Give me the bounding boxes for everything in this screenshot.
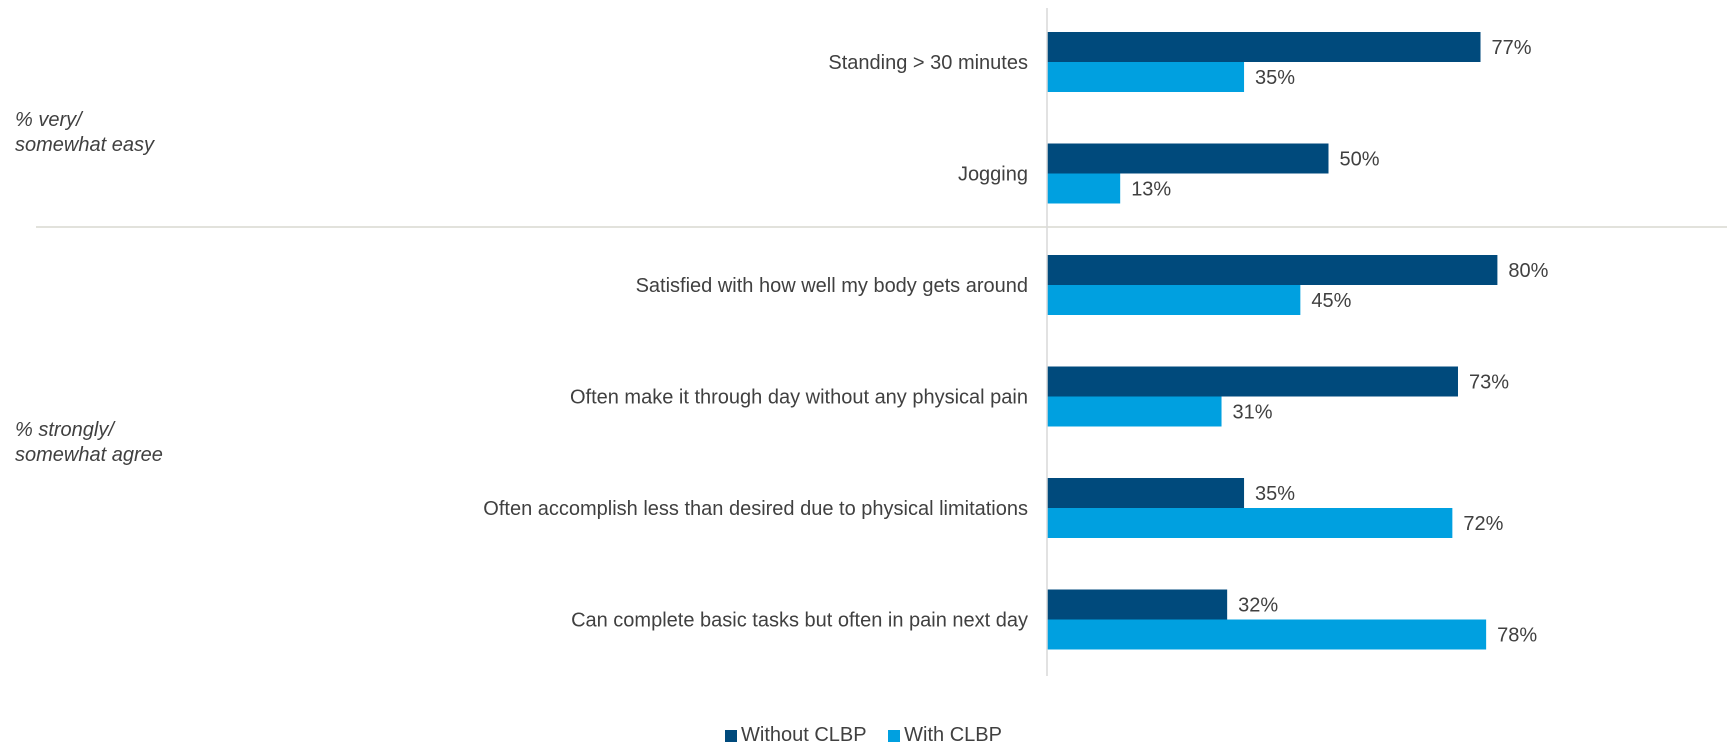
- group-label-easy: % very/ somewhat easy: [15, 109, 154, 156]
- data-label: 35%: [1255, 483, 1295, 505]
- data-label: 78%: [1497, 625, 1537, 647]
- data-label: 72%: [1463, 513, 1503, 535]
- bar-with-clbp: [1047, 619, 1487, 650]
- legend-label-without-clbp: Without CLBP: [741, 724, 867, 746]
- legend-swatch-with-clbp: [888, 729, 901, 742]
- data-label: 73%: [1469, 372, 1509, 394]
- bar-without-clbp: [1047, 32, 1481, 62]
- bar-without-clbp: [1047, 143, 1329, 174]
- legend-item-with-clbp: With CLBP: [888, 724, 1002, 747]
- bar-without-clbp: [1047, 589, 1228, 620]
- category-label: Standing > 30 minutes: [828, 52, 1028, 74]
- legend-swatch-without-clbp: [725, 729, 737, 742]
- bar-with-clbp: [1047, 508, 1453, 538]
- data-label: 13%: [1131, 179, 1171, 201]
- legend-label-with-clbp: With CLBP: [904, 724, 1002, 746]
- bar-chart: Standing > 30 minutes 77% 35% Jogging 50% 13%…: [36, 8, 1727, 676]
- bar-without-clbp: [1047, 478, 1245, 508]
- data-label: 80%: [1508, 260, 1548, 282]
- group-label-agree: % strongly/ somewhat agree: [15, 419, 163, 466]
- data-label: 45%: [1311, 290, 1351, 312]
- legend: Without CLBP With CLBP: [0, 724, 1727, 748]
- data-label: 77%: [1492, 37, 1532, 59]
- legend-item-without-clbp: Without CLBP: [725, 724, 867, 747]
- category-label: Can complete basic tasks but often in pa…: [571, 610, 1028, 632]
- category-label: Often make it through day without any ph…: [570, 387, 1028, 409]
- bar-without-clbp: [1047, 366, 1458, 397]
- category-label: Jogging: [958, 164, 1028, 186]
- category-label: Often accomplish less than desired due t…: [483, 498, 1028, 520]
- data-label: 50%: [1340, 149, 1380, 171]
- category-label: Satisfied with how well my body gets aro…: [636, 275, 1028, 297]
- data-label: 31%: [1233, 402, 1273, 424]
- data-label: 35%: [1255, 67, 1295, 89]
- bar-with-clbp: [1047, 396, 1222, 427]
- bar-with-clbp: [1047, 62, 1245, 92]
- bar-without-clbp: [1047, 255, 1498, 285]
- bar-with-clbp: [1047, 285, 1301, 315]
- data-label: 32%: [1238, 595, 1278, 617]
- bar-with-clbp: [1047, 173, 1121, 204]
